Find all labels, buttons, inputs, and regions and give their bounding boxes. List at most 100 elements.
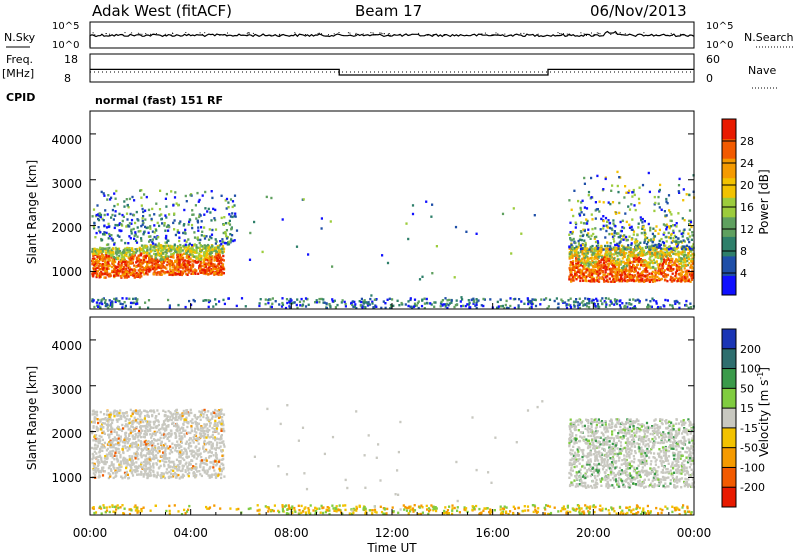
power-cell <box>579 303 581 305</box>
power-cell <box>108 237 110 239</box>
power-cell <box>678 266 680 268</box>
power-cell <box>149 235 151 237</box>
power-cell <box>189 194 191 196</box>
power-cell <box>630 277 632 279</box>
power-cell <box>637 264 639 266</box>
power-cell <box>192 273 194 275</box>
power-cell <box>598 260 600 262</box>
power-cell <box>249 232 251 234</box>
power-cell <box>677 280 679 282</box>
power-cell <box>153 224 155 226</box>
freq-series <box>90 69 694 75</box>
power-cell <box>381 254 383 256</box>
velocity-cell <box>183 448 185 450</box>
power-cell <box>658 272 660 274</box>
power-cell <box>453 306 455 308</box>
velocity-cell <box>180 418 182 420</box>
power-cell <box>224 303 226 305</box>
power-cell <box>202 300 204 302</box>
nsearch-dot <box>131 32 132 33</box>
power-cell <box>580 207 582 209</box>
power-cell <box>688 262 690 264</box>
power-cell <box>213 272 215 274</box>
power-cell <box>602 188 604 190</box>
power-cell <box>203 261 205 263</box>
power-cell <box>651 298 653 300</box>
power-cell <box>610 252 612 254</box>
power-cell <box>665 236 667 238</box>
power-cell <box>568 304 570 306</box>
power-cell <box>116 253 118 255</box>
power-cell <box>111 303 113 305</box>
power-cell <box>568 246 570 248</box>
power-cell <box>155 261 157 263</box>
power-cell <box>682 199 684 201</box>
power-cell <box>638 198 640 200</box>
power-cell <box>670 247 672 249</box>
power-cell <box>316 299 318 301</box>
power-cell <box>139 230 141 232</box>
power-cell <box>222 255 224 257</box>
power-cell <box>662 256 664 258</box>
power-cell <box>663 276 665 278</box>
power-cell <box>641 221 643 223</box>
power-cell <box>455 226 457 228</box>
power-cell <box>615 268 617 270</box>
power-cell <box>391 298 393 300</box>
power-cell <box>220 269 222 271</box>
power-cell <box>672 268 674 270</box>
power-cell <box>101 303 103 305</box>
power-cell <box>623 239 625 241</box>
power-cell <box>140 237 142 239</box>
power-cell <box>206 270 208 272</box>
power-cell <box>170 253 172 255</box>
power-cell <box>219 240 221 242</box>
power-cell <box>212 305 214 307</box>
power-cell <box>641 232 643 234</box>
power-cell <box>133 264 135 266</box>
power-cell <box>582 304 584 306</box>
power-cell <box>125 305 127 307</box>
power-cell <box>642 218 644 220</box>
power-cell <box>146 252 148 254</box>
power-cell <box>208 247 210 249</box>
nsky-panel: N.Sky 10^5 10^0 10^5 10^0 N.Search <box>4 21 795 51</box>
power-cell <box>135 240 137 242</box>
power-cell <box>609 203 611 205</box>
power-cell <box>671 220 673 222</box>
power-cell <box>91 250 93 252</box>
power-cell <box>195 204 197 206</box>
power-cell <box>527 303 529 305</box>
nsearch-dot <box>115 35 116 36</box>
power-cell <box>637 272 639 274</box>
power-cell <box>602 274 604 276</box>
power-cell <box>230 198 232 200</box>
power-cell <box>177 304 179 306</box>
power-cell <box>554 300 556 302</box>
power-cell <box>162 266 164 268</box>
power-cell <box>203 268 205 270</box>
power-cell <box>196 249 198 251</box>
velocity-cell <box>153 411 155 413</box>
power-cell <box>158 242 160 244</box>
velocity-cell <box>145 420 147 422</box>
power-cell <box>178 263 180 265</box>
power-cell <box>596 280 598 282</box>
velocity-cell <box>161 459 163 461</box>
power-cell <box>594 227 596 229</box>
nsearch-dot <box>520 33 521 34</box>
velocity-cell <box>94 411 96 413</box>
power-cell <box>610 268 612 270</box>
velocity-cell <box>97 468 99 470</box>
power-cell <box>632 279 634 281</box>
power-cell <box>568 276 570 278</box>
power-cell <box>122 303 124 305</box>
power-cell <box>175 234 177 236</box>
power-cell <box>177 248 179 250</box>
power-cell <box>185 268 187 270</box>
power-cell <box>103 231 105 233</box>
power-cell <box>140 248 142 250</box>
nsearch-dot <box>253 33 254 34</box>
power-cell <box>142 233 144 235</box>
power-cell <box>143 267 145 269</box>
